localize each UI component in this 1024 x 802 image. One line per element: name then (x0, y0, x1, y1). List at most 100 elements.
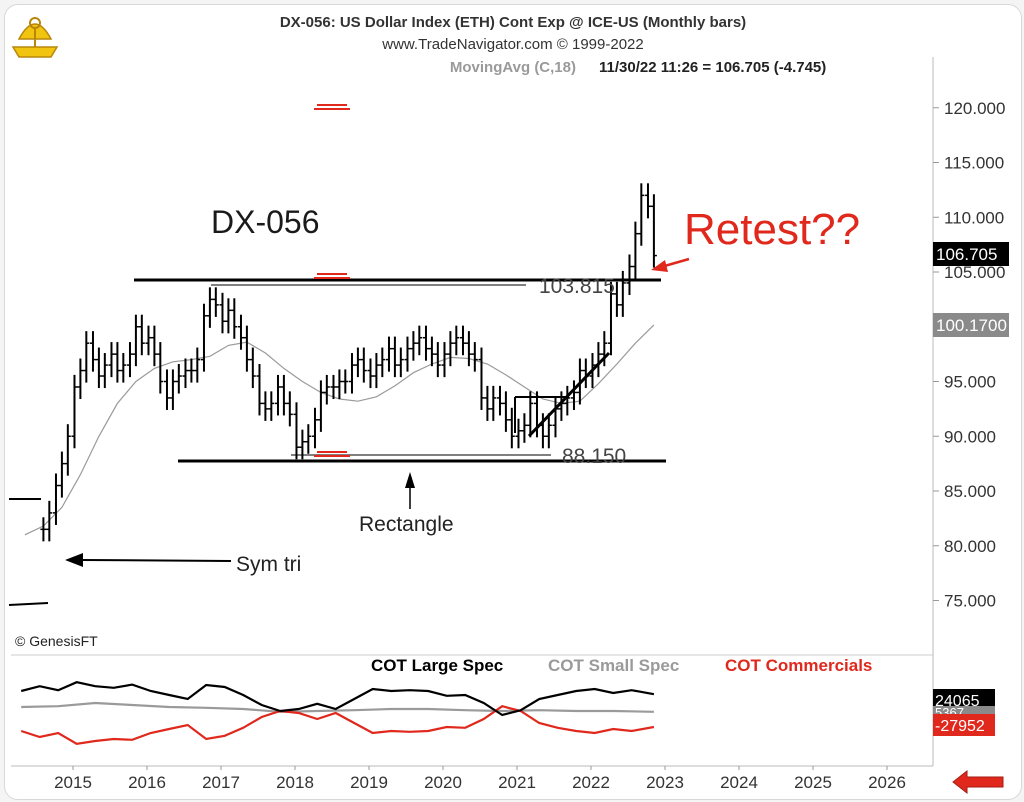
up-arrow-icon (405, 472, 415, 488)
price-bar (77, 358, 84, 400)
cot-small-spec-line (21, 701, 654, 713)
price-bar (120, 353, 127, 383)
price-bar (410, 331, 417, 361)
price-bar (342, 369, 349, 394)
price-bar (145, 325, 152, 356)
sym-tri-arrow-line (82, 559, 232, 562)
price-readout: 11/30/22 11:26 = 106.705 (-4.745) (599, 59, 826, 76)
price-bar (527, 391, 534, 438)
price-bar (379, 347, 386, 378)
price-bar (490, 385, 497, 421)
time-x-axis: 2015 2016 2017 2018 2019 2020 2021 2022 2023 2024… (54, 766, 906, 792)
price-bar (237, 314, 244, 350)
commercials-value: -27952 (935, 718, 985, 735)
retest-arrow-icon (651, 260, 668, 272)
price-bar (46, 500, 53, 542)
price-bar (354, 347, 361, 378)
price-bar (478, 347, 485, 410)
price-bar (108, 342, 115, 378)
cot-lines-layer (20, 681, 655, 745)
x-tick-label: 2026 (868, 773, 906, 792)
price-bar (453, 325, 460, 356)
ma-value: 100.1700 (936, 316, 1007, 335)
price-bar (311, 407, 318, 449)
price-bar (182, 358, 189, 389)
price-bar (515, 418, 522, 449)
price-bar (286, 391, 293, 427)
x-tick-label: 2017 (202, 773, 240, 792)
price-bar (360, 347, 367, 383)
price-bar (262, 391, 269, 421)
price-bar (206, 287, 213, 328)
y-tick-label: 115.000 (944, 154, 1004, 173)
price-bar (441, 342, 448, 378)
price-bar (157, 342, 164, 394)
cot-commercials-line (20, 705, 655, 745)
price-bar (434, 342, 441, 378)
price-bar (274, 374, 281, 416)
last-price-value: 106.705 (936, 245, 997, 264)
x-tick-label: 2020 (424, 773, 462, 792)
price-bar (256, 363, 263, 416)
ma-label: MovingAvg (C,18) (450, 59, 576, 76)
price-bar (64, 424, 71, 476)
sym-tri-label: Sym tri (236, 553, 301, 576)
x-tick-label: 2018 (276, 773, 314, 792)
left-arrow-icon (65, 553, 83, 567)
price-bar (447, 331, 454, 367)
price-bar (570, 380, 577, 410)
price-bar (367, 358, 374, 389)
x-tick-label: 2024 (720, 773, 758, 792)
price-bar (484, 385, 491, 421)
price-bar (188, 358, 195, 383)
price-bar (132, 314, 139, 367)
price-bar (194, 347, 201, 383)
price-bar (138, 314, 145, 356)
chart-frame: DX-056: US Dollar Index (ETH) Cont Exp @… (4, 4, 1022, 800)
price-bar (83, 331, 90, 383)
x-tick-label: 2021 (498, 773, 536, 792)
price-bar (373, 353, 380, 389)
x-tick-label: 2019 (350, 773, 388, 792)
y-tick-label: 110.000 (944, 208, 1004, 227)
sextant-logo-icon (11, 17, 59, 58)
price-bar (545, 413, 552, 449)
price-bar (71, 374, 78, 449)
price-y-axis: 120.000115.000110.000105.000100.00095.00… (933, 99, 1005, 611)
legend-small-spec: COT Small Spec (548, 656, 679, 675)
price-bar (330, 374, 337, 400)
price-bar (89, 331, 96, 372)
rectangle-label: Rectangle (359, 513, 454, 536)
moving-average-line (24, 324, 655, 536)
price-bar (404, 336, 411, 372)
chart-title: DX-056: US Dollar Index (ETH) Cont Exp @… (280, 14, 746, 31)
back-arrow-icon[interactable] (952, 769, 1004, 795)
ma-value-badge (933, 313, 1009, 337)
watermark-text: © GenesisFT (15, 633, 98, 649)
price-bar (397, 347, 404, 378)
y-tick-label: 95.000 (944, 373, 996, 392)
price-bar (385, 336, 392, 372)
price-bar (95, 347, 102, 389)
price-bar (638, 183, 645, 246)
price-bar (219, 292, 226, 334)
price-bar (52, 473, 59, 525)
price-bar (40, 517, 47, 542)
price-bar (175, 363, 182, 394)
y-tick-label: 75.000 (944, 592, 996, 611)
price-bar (391, 336, 398, 378)
price-bar (336, 369, 343, 400)
large-spec-badge (933, 689, 995, 711)
price-bar (465, 331, 472, 367)
x-tick-label: 2016 (128, 773, 166, 792)
price-bar (163, 369, 170, 410)
commercials-badge (933, 714, 995, 736)
price-bar (348, 353, 355, 394)
y-tick-label: 90.000 (944, 427, 996, 446)
price-bar (650, 194, 657, 268)
price-bar (471, 342, 478, 372)
price-bar (151, 325, 158, 367)
price-bar (317, 380, 324, 432)
y-tick-label: 85.000 (944, 482, 996, 501)
price-bar (305, 424, 312, 454)
